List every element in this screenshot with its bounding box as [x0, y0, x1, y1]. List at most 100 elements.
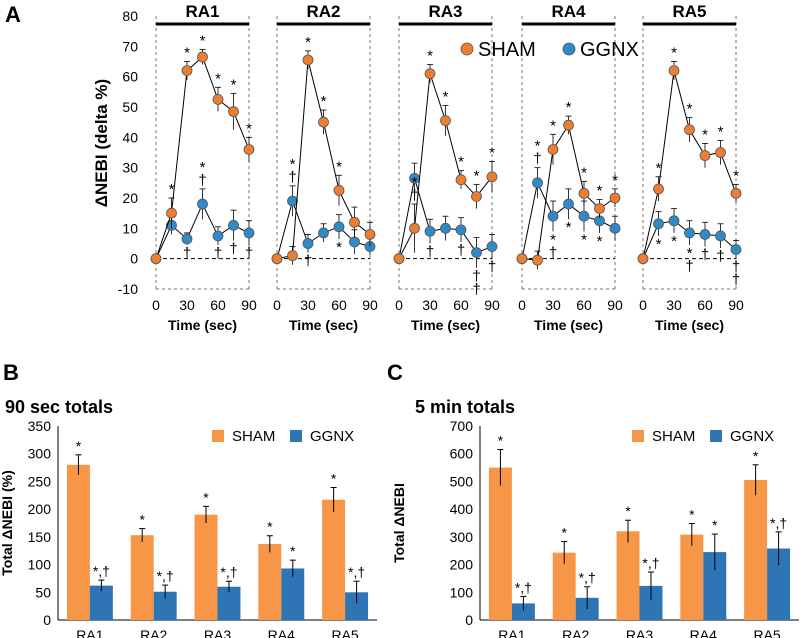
ggnx-significance-marker-below: *: [687, 245, 693, 262]
sham-significance-label: *: [331, 471, 337, 487]
ggnx-data-point: [302, 238, 314, 249]
sham-significance-marker: *: [489, 145, 495, 162]
sham-significance-marker: *: [231, 76, 237, 93]
sham-significance-marker: *: [321, 93, 327, 110]
sham-significance-marker: *: [169, 181, 175, 198]
sham-data-point: [486, 171, 498, 183]
panel-a-y-tick-label: 50: [122, 99, 138, 115]
ggnx-significance-marker: †: [288, 169, 296, 186]
panel-a-y-tick-label: 80: [122, 8, 138, 24]
ggnx-significance-label: *: [290, 543, 296, 559]
ggnx-data-point: [181, 233, 193, 245]
ggnx-significance-marker-below: †: [245, 245, 253, 262]
ggnx-data-point: [349, 236, 360, 248]
group-label: RA2: [306, 2, 340, 21]
sham-data-point: [730, 188, 742, 199]
ggnx-significance-label: *,†: [157, 568, 174, 584]
panel-b-title: 90 sec totals: [5, 397, 113, 417]
x-axis-title: Time (sec): [655, 317, 724, 333]
sham-bar: [552, 552, 576, 620]
ggnx-significance-marker-below: †: [472, 268, 480, 285]
ggnx-significance-label: *: [712, 517, 718, 533]
x-tick-label: 60: [453, 297, 469, 313]
panel-letter-b: B: [3, 360, 19, 385]
sham-data-point: [668, 65, 680, 76]
sham-significance-marker: *: [200, 32, 206, 49]
panel-a-y-tick-label: 20: [122, 190, 138, 206]
sham-bar: [130, 535, 154, 620]
ggnx-significance-marker-below: *: [656, 236, 662, 253]
legend-ggnx-label: GGNX: [730, 428, 774, 445]
sham-data-point: [197, 51, 208, 63]
y-tick-label: 500: [450, 473, 474, 489]
panel-a-y-tick-label: 60: [122, 69, 138, 85]
x-tick-label: 30: [300, 297, 316, 313]
legend-sham-swatch: [212, 430, 224, 442]
x-tick-label: 30: [179, 297, 195, 313]
sham-significance-label: *: [203, 489, 209, 505]
legend-sham-label: SHAM: [652, 428, 695, 445]
category-label: RA1: [76, 627, 103, 638]
sham-data-point: [181, 65, 193, 76]
sham-data-point: [547, 144, 559, 155]
panel-a-y-tick-label: 30: [122, 160, 138, 176]
x-axis-title: Time (sec): [168, 317, 237, 333]
sham-significance-label: *: [625, 503, 631, 519]
sham-data-point: [609, 192, 621, 204]
category-label: RA4: [268, 627, 295, 638]
x-tick-label: 0: [639, 297, 647, 313]
ggnx-significance-label: *,†: [515, 579, 532, 595]
ggnx-significance-marker: *: [200, 159, 206, 176]
sham-significance-label: *: [689, 507, 695, 523]
panel-c-bar-chart: Total ΔNEBI 0 100 200 300 400 500 600 700 RA1 * *,†…: [391, 418, 799, 638]
ggnx-data-point: [333, 221, 345, 233]
sham-bar: [680, 534, 704, 620]
x-tick-label: 0: [152, 297, 160, 313]
sham-data-point: [364, 228, 376, 240]
group-label: RA3: [428, 2, 462, 21]
ggnx-significance-label: *,†: [579, 570, 596, 586]
ggnx-significance-marker-below: †: [732, 272, 740, 289]
ggnx-significance-marker: †: [533, 151, 541, 168]
sham-bar: [488, 467, 512, 620]
sham-significance-label: *: [267, 519, 273, 535]
legend-ggnx-swatch: [290, 430, 302, 442]
y-tick-label: 200: [450, 557, 474, 573]
ggnx-data-point: [212, 230, 224, 242]
category-label: RA1: [498, 627, 525, 638]
sham-data-point: [653, 183, 664, 195]
sham-significance-label: *: [139, 512, 145, 528]
ggnx-bar: [89, 585, 113, 620]
sham-bar: [66, 464, 90, 620]
sham-data-point: [424, 68, 436, 80]
ggnx-data-point: [455, 224, 467, 236]
sham-significance-label: *: [561, 525, 567, 541]
ggnx-bar: [345, 592, 369, 620]
group-label: RA1: [185, 2, 219, 21]
ggnx-significance-label: *,†: [220, 564, 237, 580]
panel-a-y-tick-label: 40: [122, 129, 138, 145]
ggnx-significance-label: *,†: [348, 564, 365, 580]
ggnx-bar: [281, 568, 305, 620]
ggnx-significance-marker-below: †: [716, 248, 724, 265]
sham-significance-marker: *: [656, 160, 662, 177]
ggnx-significance-marker: *: [535, 138, 541, 155]
sham-significance-marker: *: [566, 99, 572, 116]
ggnx-data-point: [668, 215, 680, 227]
y-tick-label: 700: [450, 418, 474, 434]
ggnx-bar: [511, 603, 535, 620]
ggnx-data-point: [197, 198, 208, 210]
sham-data-point: [349, 216, 360, 228]
sham-data-point: [532, 254, 543, 266]
sham-significance-marker: †: [410, 187, 418, 204]
x-tick-label: 90: [241, 297, 257, 313]
category-label: RA5: [753, 627, 780, 638]
ggnx-significance-marker-below: *: [581, 231, 587, 248]
ggnx-significance-marker: †: [198, 172, 206, 189]
sham-significance-label: *: [498, 433, 504, 449]
ggnx-significance-marker-below: *: [550, 231, 556, 248]
